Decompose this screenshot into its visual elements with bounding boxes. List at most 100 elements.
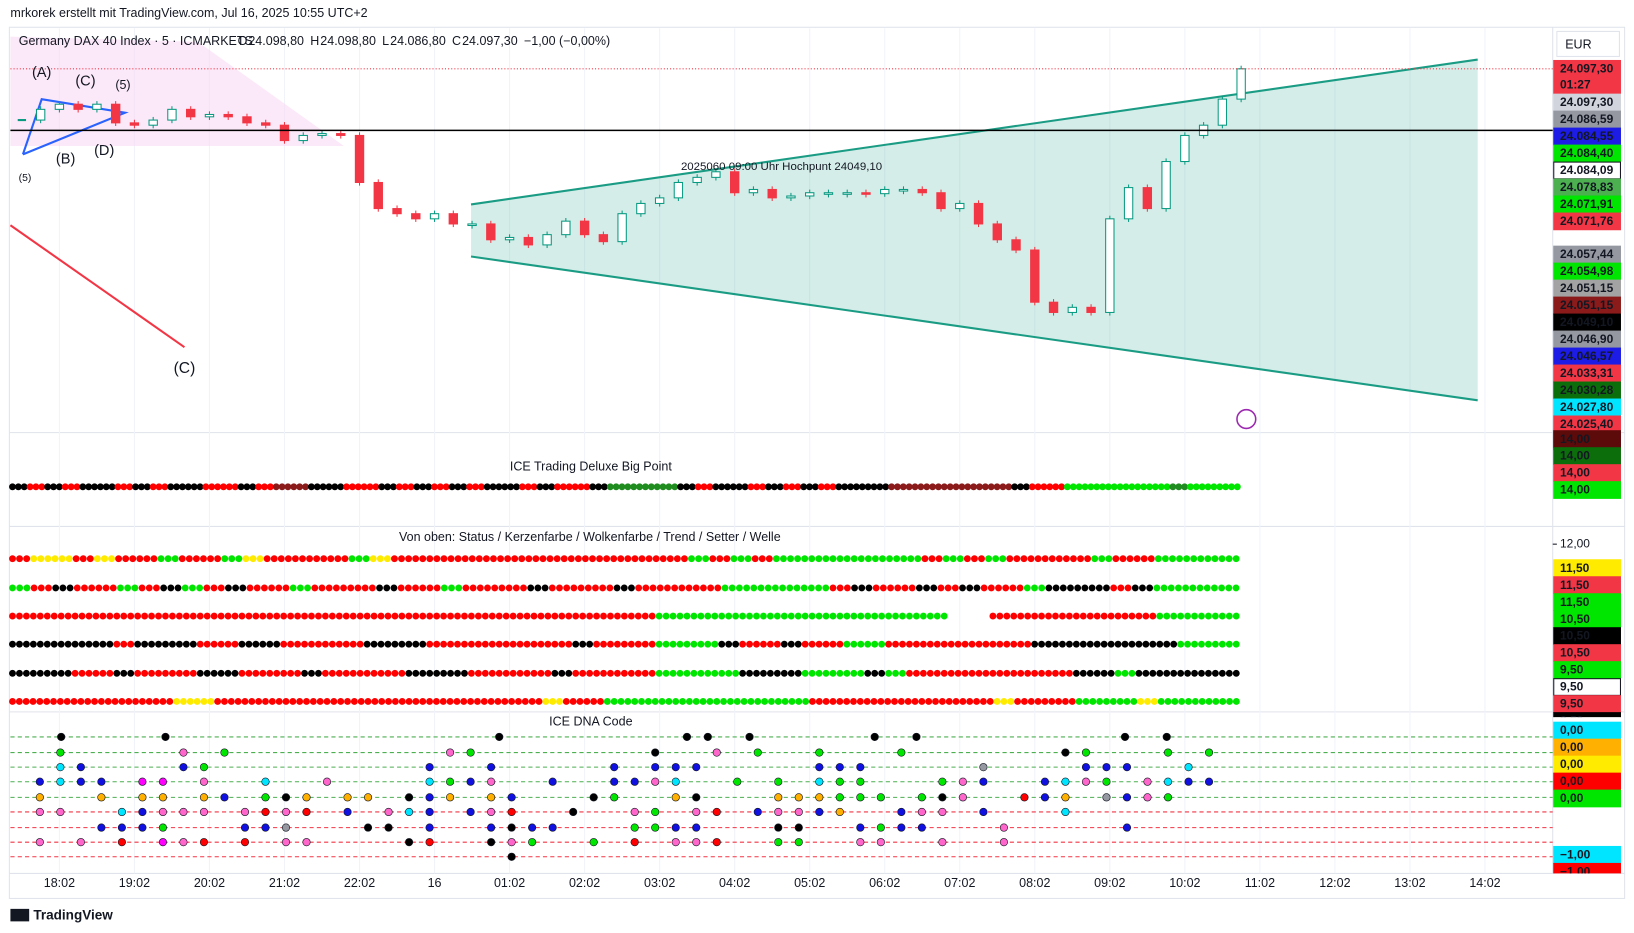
- signal-dot: [1103, 698, 1110, 705]
- signal-dot: [733, 777, 742, 786]
- signal-dot: [1062, 698, 1069, 705]
- annotation: (B): [56, 151, 75, 167]
- signal-dot: [1079, 612, 1087, 620]
- signal-dot: [1038, 584, 1046, 592]
- signal-dot: [86, 555, 94, 563]
- signal-dot: [384, 483, 392, 491]
- candle: [898, 188, 909, 192]
- signal-dot: [189, 612, 197, 620]
- signal-dot: [425, 838, 434, 847]
- signal-dot: [507, 793, 516, 802]
- signal-dot: [419, 555, 427, 563]
- candle: [35, 108, 46, 121]
- signal-dot: [600, 483, 608, 491]
- signal-dot: [1045, 640, 1052, 648]
- signal-dot: [363, 793, 373, 802]
- signal-dot: [835, 807, 844, 817]
- signal-dot: [884, 698, 892, 705]
- signal-dot: [446, 793, 455, 802]
- signal-dot: [221, 698, 228, 705]
- signal-dot: [502, 640, 510, 648]
- candle: [148, 119, 158, 126]
- candle: [1161, 161, 1171, 210]
- signal-dot: [940, 483, 948, 491]
- signal-dot: [106, 640, 114, 648]
- signal-dot: [885, 612, 893, 620]
- signal-dot: [1070, 555, 1077, 563]
- signal-dot: [385, 698, 392, 705]
- signal-dot: [618, 483, 626, 491]
- signal-dot: [850, 640, 858, 648]
- signal-dot: [1149, 669, 1157, 677]
- candle: [1105, 218, 1115, 313]
- signal-dot: [744, 555, 752, 563]
- x-tick-label: 11:02: [1245, 876, 1275, 890]
- signal-dot: [706, 483, 714, 491]
- signal-dot: [131, 584, 139, 592]
- signal-dot: [243, 483, 251, 491]
- signal-dot: [723, 555, 731, 563]
- signal-dot: [911, 483, 919, 491]
- pane-title: Von oben: Status / Kerzenfarbe / Wolkenf…: [399, 530, 781, 544]
- signal-dot: [495, 640, 503, 648]
- signal-dot: [617, 555, 625, 563]
- signal-dot: [217, 640, 225, 648]
- signal-dot: [275, 698, 283, 705]
- signal-dot: [245, 640, 253, 648]
- signal-dot: [193, 698, 201, 705]
- signal-dot: [454, 669, 461, 677]
- signal-dot: [1081, 763, 1091, 772]
- signal-dot: [606, 584, 614, 592]
- signal-dot: [44, 555, 52, 563]
- signal-dot: [355, 555, 363, 563]
- signal-dot: [1027, 555, 1035, 563]
- signal-dot: [120, 640, 128, 648]
- signal-dot: [938, 793, 947, 802]
- signal-dot: [1211, 669, 1219, 677]
- currency-box: [1556, 30, 1620, 57]
- signal-dot: [565, 612, 573, 620]
- signal-dot: [294, 669, 302, 677]
- signal-dot: [281, 793, 291, 802]
- signal-dot: [548, 483, 556, 491]
- signal-dot: [1052, 483, 1060, 491]
- signal-dot: [815, 555, 823, 563]
- signal-dot: [426, 555, 434, 563]
- signal-dot: [892, 640, 899, 648]
- signal-dot: [770, 483, 778, 491]
- signal-dot: [739, 640, 747, 648]
- signal-dot: [259, 612, 267, 620]
- signal-dot: [1226, 698, 1233, 705]
- signal-dot: [1072, 612, 1080, 620]
- signal-dot: [1020, 698, 1028, 705]
- signal-dot: [161, 483, 169, 491]
- signal-dot: [158, 777, 167, 786]
- signal-dot: [917, 823, 926, 832]
- signal-dot: [692, 807, 701, 817]
- signal-dot: [933, 669, 941, 677]
- candle: [805, 192, 815, 197]
- signal-dot: [882, 483, 890, 491]
- signal-dot: [917, 793, 926, 802]
- signal-dot: [1017, 483, 1024, 491]
- signal-dot: [917, 807, 926, 817]
- signal-dot: [593, 669, 601, 677]
- signal-dot: [334, 555, 342, 563]
- signal-dot: [440, 640, 448, 648]
- signal-dot: [958, 793, 967, 802]
- legend-key: O: [238, 34, 248, 48]
- signal-dot: [401, 483, 409, 491]
- signal-dot: [1103, 584, 1110, 592]
- signal-dot: [542, 698, 550, 705]
- price-tag-label: 14,00: [1560, 432, 1590, 446]
- signal-dot: [655, 669, 663, 677]
- signal-dot: [407, 483, 415, 491]
- signal-dot: [1058, 612, 1066, 620]
- signal-dot: [92, 640, 100, 648]
- signal-dot: [419, 669, 427, 677]
- signal-dot: [1087, 483, 1095, 491]
- signal-dot: [91, 483, 98, 491]
- signal-dot: [741, 483, 749, 491]
- signal-dot: [57, 669, 65, 677]
- signal-dot: [906, 640, 913, 648]
